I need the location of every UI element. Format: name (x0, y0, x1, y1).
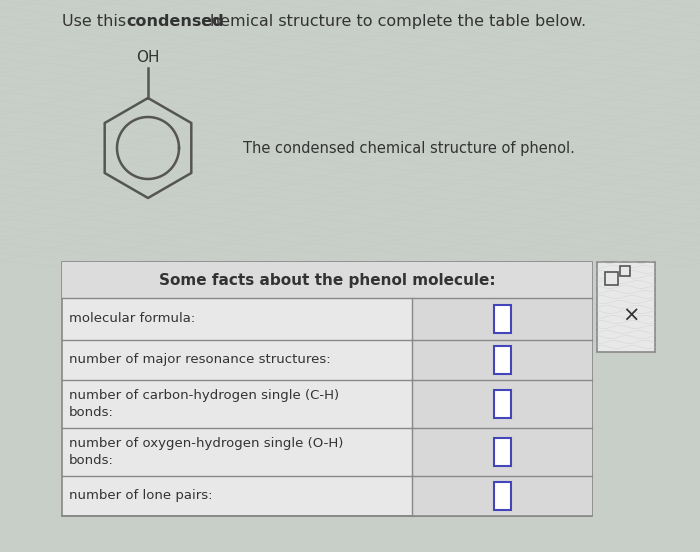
Text: chemical structure to complete the table below.: chemical structure to complete the table… (195, 14, 586, 29)
Bar (412, 428, 592, 476)
Text: number of oxygen-hydrogen single (O-H)
bonds:: number of oxygen-hydrogen single (O-H) b… (69, 437, 344, 467)
Bar (620, 266, 630, 276)
Text: molecular formula:: molecular formula: (69, 312, 195, 326)
Bar (412, 476, 592, 516)
Bar (412, 298, 592, 340)
Text: The condensed chemical structure of phenol.: The condensed chemical structure of phen… (243, 141, 575, 156)
Text: ×: × (622, 306, 640, 326)
Bar (597, 262, 655, 352)
Text: number of lone pairs:: number of lone pairs: (69, 490, 213, 502)
Bar (412, 380, 592, 428)
Bar (494, 438, 510, 466)
Text: Some facts about the phenol molecule:: Some facts about the phenol molecule: (159, 273, 496, 288)
Text: condensed: condensed (126, 14, 224, 29)
Bar (412, 340, 592, 380)
Bar (494, 346, 510, 374)
Bar (605, 272, 618, 285)
Text: Use this: Use this (62, 14, 132, 29)
Bar (62, 262, 592, 516)
Bar (494, 305, 510, 333)
Bar (62, 262, 592, 298)
Bar (494, 390, 510, 418)
Text: number of major resonance structures:: number of major resonance structures: (69, 353, 330, 367)
Text: number of carbon-hydrogen single (C-H)
bonds:: number of carbon-hydrogen single (C-H) b… (69, 389, 339, 419)
Bar (494, 482, 510, 510)
Text: OH: OH (136, 50, 160, 65)
